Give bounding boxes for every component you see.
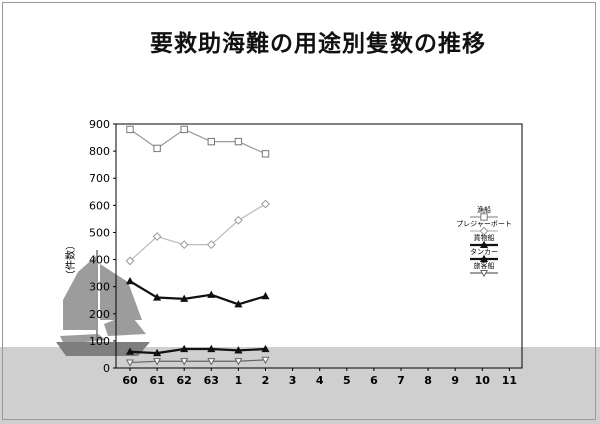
sea-band: [0, 347, 600, 424]
data-point: [153, 144, 161, 153]
x-tick-label: 7: [397, 374, 405, 387]
data-point: [206, 240, 216, 250]
legend-label: プレジャーボート: [456, 220, 512, 228]
data-point: [233, 215, 243, 225]
legend-label: 旅客船: [474, 261, 495, 270]
x-tick-label: 4: [316, 374, 324, 387]
legend-marker: [479, 269, 489, 278]
y-tick-label: 500: [89, 226, 110, 239]
data-point: [207, 290, 216, 298]
x-tick-label: 60: [122, 374, 138, 387]
y-tick-label: 800: [89, 145, 110, 158]
data-point: [207, 137, 216, 146]
legend-label: 貨物船: [474, 233, 495, 242]
x-tick-label: 1: [235, 374, 243, 387]
y-tick-label: 900: [89, 118, 110, 131]
x-tick-label: 2: [262, 374, 270, 387]
data-point: [207, 358, 216, 366]
data-point: [234, 358, 243, 366]
legend-marker: [480, 213, 488, 221]
y-tick-label: 700: [89, 172, 110, 185]
data-point: [234, 346, 243, 354]
data-point: [261, 344, 270, 353]
x-tick-label: 6: [370, 374, 378, 387]
y-tick-label: 600: [89, 199, 110, 212]
y-tick-label: 400: [89, 254, 110, 267]
y-tick-label: 200: [89, 308, 110, 321]
data-point: [261, 356, 270, 365]
series-line: [129, 359, 266, 364]
data-point: [261, 291, 270, 300]
data-point: [180, 125, 188, 134]
legend-marker: [479, 254, 489, 263]
x-tick-label: 10: [475, 374, 491, 387]
x-tick-label: 11: [502, 374, 517, 387]
legend-marker: [479, 226, 489, 236]
y-tick-label: 100: [89, 335, 110, 348]
chart-title: 要救助海難の用途別隻数の推移: [150, 31, 486, 57]
data-point: [180, 358, 189, 366]
data-point: [234, 137, 243, 146]
y-tick-label: 300: [89, 281, 110, 294]
x-tick-label: 5: [343, 374, 351, 387]
x-tick-label: 62: [177, 374, 192, 387]
data-point: [179, 240, 189, 250]
data-point: [153, 358, 162, 366]
data-point: [180, 344, 189, 353]
data-point: [153, 293, 162, 301]
data-point: [234, 300, 243, 308]
y-tick-label: 0: [103, 362, 110, 375]
data-point: [180, 294, 189, 302]
data-point: [125, 359, 135, 367]
data-point: [125, 256, 135, 266]
data-point: [125, 277, 135, 285]
x-tick-label: 63: [204, 374, 219, 387]
x-tick-label: 61: [149, 374, 164, 387]
data-point: [207, 344, 216, 353]
y-axis-label: （件数）: [64, 240, 77, 280]
x-tick-label: 9: [451, 374, 459, 387]
data-point: [261, 199, 270, 209]
legend-label: タンカー: [470, 247, 498, 256]
data-point: [153, 348, 162, 357]
x-tick-label: 3: [289, 374, 297, 387]
legend-label: 漁船: [477, 205, 491, 214]
data-point: [125, 347, 135, 355]
series-line: [129, 280, 266, 306]
series-line: [129, 203, 266, 262]
plot-area-frame: [115, 123, 523, 369]
data-point: [261, 150, 270, 158]
data-point: [126, 125, 134, 134]
x-tick-label: 8: [424, 374, 432, 387]
legend-marker: [479, 240, 489, 249]
series-line: [129, 347, 266, 355]
data-point: [152, 232, 162, 241]
series-line: [129, 128, 266, 155]
